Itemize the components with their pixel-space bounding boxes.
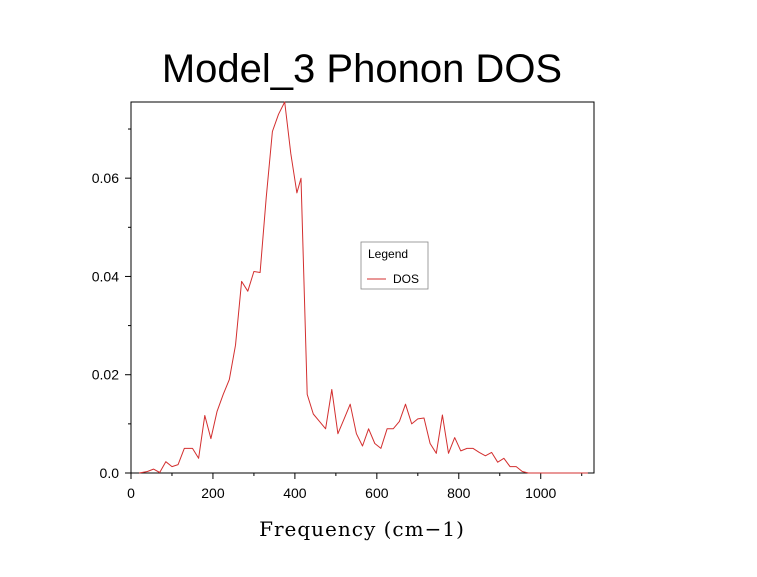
x-tick-label: 1000 [525,485,556,501]
x-tick-label: 800 [447,485,471,501]
plot-frame [130,101,595,474]
x-tick-label: 400 [283,485,307,501]
x-axis-label: Frequency (cm−1) [259,517,465,541]
y-axis: 0.0 0.02 0.04 0.06 [92,128,131,481]
x-axis: 0 200 400 600 800 1000 [127,473,583,501]
series-line-dos [139,101,588,474]
y-tick-label: 0.04 [92,268,119,284]
plot-area: 0 200 400 600 800 1000 0.0 0.02 0.04 0.06 [92,101,595,501]
legend-label-dos: DOS [393,272,419,286]
series-layer [139,101,588,474]
y-tick-label: 0.06 [92,170,119,186]
y-tick-label: 0.0 [100,465,120,481]
legend-title: Legend [368,247,408,261]
legend: Legend DOS [360,241,429,290]
chart-title: Model_3 Phonon DOS [162,47,562,91]
x-tick-label: 0 [127,485,135,501]
y-tick-label: 0.02 [92,367,119,383]
legend-box [360,241,429,290]
x-tick-label: 200 [201,485,225,501]
x-tick-label: 600 [365,485,389,501]
